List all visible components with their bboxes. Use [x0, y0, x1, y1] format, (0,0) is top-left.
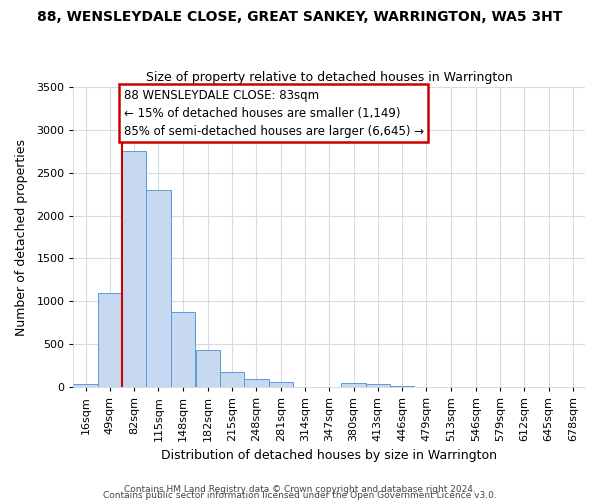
- Bar: [146, 190, 170, 387]
- Bar: [269, 382, 293, 387]
- Bar: [98, 292, 122, 387]
- Text: Contains public sector information licensed under the Open Government Licence v3: Contains public sector information licen…: [103, 490, 497, 500]
- Y-axis label: Number of detached properties: Number of detached properties: [15, 138, 28, 336]
- Bar: [341, 382, 365, 387]
- Bar: [365, 384, 390, 387]
- Text: 88 WENSLEYDALE CLOSE: 83sqm
← 15% of detached houses are smaller (1,149)
85% of : 88 WENSLEYDALE CLOSE: 83sqm ← 15% of det…: [124, 89, 424, 138]
- X-axis label: Distribution of detached houses by size in Warrington: Distribution of detached houses by size …: [161, 450, 497, 462]
- Text: Contains HM Land Registry data © Crown copyright and database right 2024.: Contains HM Land Registry data © Crown c…: [124, 484, 476, 494]
- Bar: [73, 384, 98, 387]
- Bar: [170, 312, 195, 387]
- Bar: [220, 372, 244, 387]
- Text: 88, WENSLEYDALE CLOSE, GREAT SANKEY, WARRINGTON, WA5 3HT: 88, WENSLEYDALE CLOSE, GREAT SANKEY, WAR…: [37, 10, 563, 24]
- Bar: [122, 152, 146, 387]
- Bar: [196, 350, 220, 387]
- Bar: [390, 386, 414, 387]
- Title: Size of property relative to detached houses in Warrington: Size of property relative to detached ho…: [146, 72, 512, 85]
- Bar: [244, 379, 269, 387]
